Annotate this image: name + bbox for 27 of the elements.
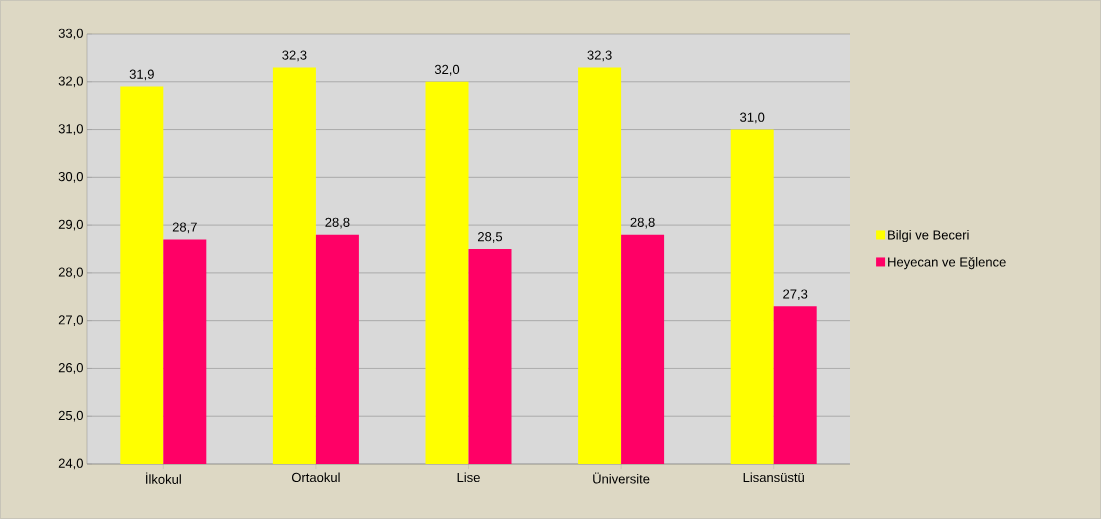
data-label: 28,8 — [325, 217, 350, 229]
data-label: 32,3 — [587, 50, 612, 62]
y-tick-label: 24,0 — [58, 458, 83, 470]
x-tick-label: İlkokul — [146, 472, 181, 484]
data-label: 32,3 — [282, 50, 307, 62]
x-tick-label: Ortaokul — [291, 472, 340, 483]
y-tick-label: 28,0 — [58, 267, 83, 279]
y-tick-label: 33,0 — [58, 28, 83, 40]
x-tick-label: Üniversite — [593, 472, 650, 484]
y-tick-label: 31,0 — [58, 124, 83, 135]
y-tick-label: 32,0 — [58, 76, 83, 88]
y-tick-label: 27,0 — [58, 315, 83, 327]
data-label: 32,0 — [434, 64, 460, 76]
data-label: 28,7 — [172, 222, 197, 234]
x-tick-label: Lisansüstü — [743, 472, 804, 483]
legend-label: Bilgi ve Beceri — [888, 229, 969, 243]
data-label: 31,0 — [740, 112, 765, 124]
y-tick-label: 26,0 — [58, 363, 83, 374]
data-label: 31,9 — [129, 69, 154, 81]
y-tick-label: 25,0 — [58, 410, 83, 422]
data-label: 27,3 — [783, 289, 808, 301]
y-tick-label: 29,0 — [58, 219, 83, 231]
legend-label: Heyecan ve Eğlence — [888, 256, 1006, 270]
y-tick-label: 30,0 — [58, 171, 83, 183]
data-label: 28,8 — [630, 217, 655, 229]
data-label: 28,5 — [478, 232, 503, 243]
x-tick-label: Lise — [457, 472, 480, 483]
